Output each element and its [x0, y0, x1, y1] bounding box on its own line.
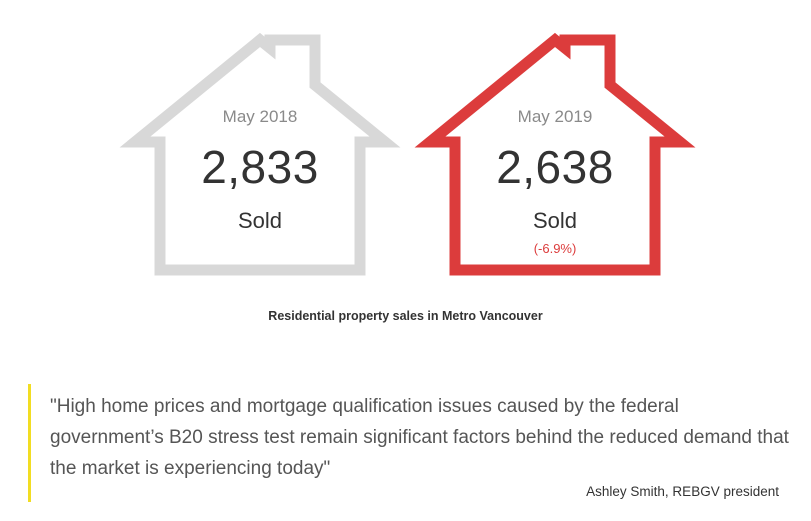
sales-count: 2,638: [496, 141, 614, 193]
house-outline-icon: [119, 32, 401, 276]
period-label: May 2018: [222, 107, 298, 126]
house-card-2019: May 2019 2,638 Sold (-6.9%): [405, 30, 705, 280]
sales-count: 2,833: [201, 141, 319, 193]
house-card-2018: May 2018 2,833 Sold: [110, 30, 410, 280]
quote-accent-bar: [28, 384, 31, 502]
sold-label: Sold: [237, 208, 283, 233]
chart-caption: Residential property sales in Metro Vanc…: [268, 309, 543, 323]
quote-attribution: Ashley Smith, REBGV president: [586, 484, 779, 499]
house-outline-icon: [414, 32, 696, 276]
quote-text: "High home prices and mortgage qualifica…: [50, 396, 789, 479]
percent-change: (-6.9%): [533, 241, 577, 256]
sold-label: Sold: [532, 208, 578, 233]
period-label: May 2019: [517, 107, 593, 126]
